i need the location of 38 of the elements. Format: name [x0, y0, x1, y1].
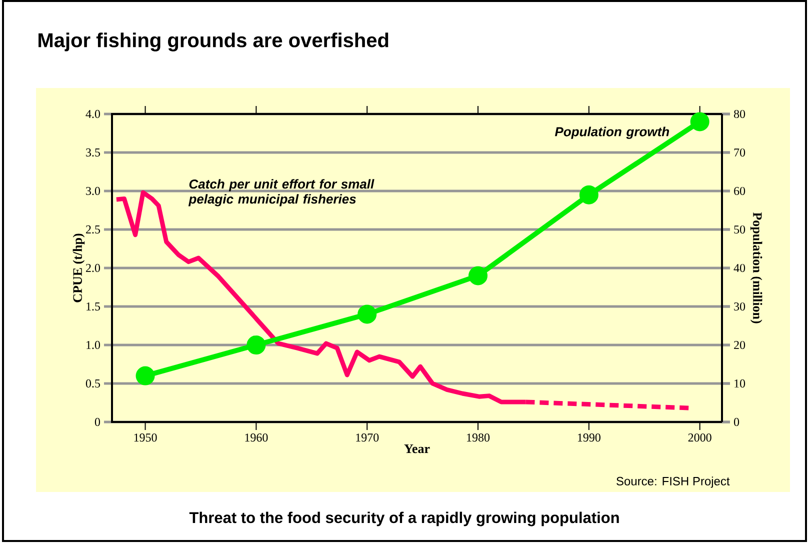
- source-note: Source: FISH Project: [616, 476, 730, 488]
- x-tick-label: 1980: [467, 434, 490, 442]
- y-tick-label: 3.5: [86, 148, 100, 157]
- y2-tick-label: 60: [734, 186, 746, 196]
- y2-tick-label: 70: [734, 148, 746, 157]
- point: [579, 185, 598, 204]
- y2-tick-label: 80: [734, 110, 746, 118]
- y-tick-label: 1.5: [86, 302, 100, 311]
- x-tick-label: 1960: [245, 434, 268, 442]
- y2-tick-label: 50: [734, 225, 746, 234]
- x-tick-label: 2000: [688, 434, 712, 442]
- y-tick-label: 0: [94, 418, 100, 426]
- y2-tick-label: 20: [734, 340, 746, 350]
- x-tick-label: 1970: [356, 434, 379, 442]
- y-tick-label: 3.0: [86, 186, 100, 196]
- y-axis-title: CPUE (t/hp): [72, 234, 85, 302]
- text: Catch per unit effort for small pelagic municipal fisheries: [188, 179, 374, 206]
- point: [246, 335, 266, 354]
- y-tick-label: 0.5: [86, 379, 100, 388]
- text: Threat to the food security of a rapidly growing population: [189, 512, 619, 526]
- y-tick-label: 2.5: [86, 225, 100, 234]
- y2-tick-label: 10: [734, 379, 746, 388]
- point: [690, 112, 710, 132]
- series-label: Population growth: [554, 126, 670, 139]
- y-tick-label: 4.0: [86, 110, 100, 118]
- y-tick-label: 1.0: [86, 340, 100, 350]
- y2-tick-label: 40: [734, 264, 746, 272]
- y-tick-label: 2.0: [86, 264, 100, 272]
- y2-tick-label: 0: [734, 418, 740, 426]
- x-tick-label: 1990: [578, 434, 600, 442]
- x-axis-title: Year: [404, 444, 430, 454]
- point: [358, 304, 377, 324]
- point: [468, 266, 488, 286]
- x-tick-label: 1950: [134, 434, 157, 442]
- chart-title: Major fishing grounds are overfished: [38, 32, 388, 52]
- y2-tick-label: 30: [734, 302, 746, 311]
- y2-axis-title: Population (million): [750, 212, 762, 324]
- point: [136, 366, 155, 386]
